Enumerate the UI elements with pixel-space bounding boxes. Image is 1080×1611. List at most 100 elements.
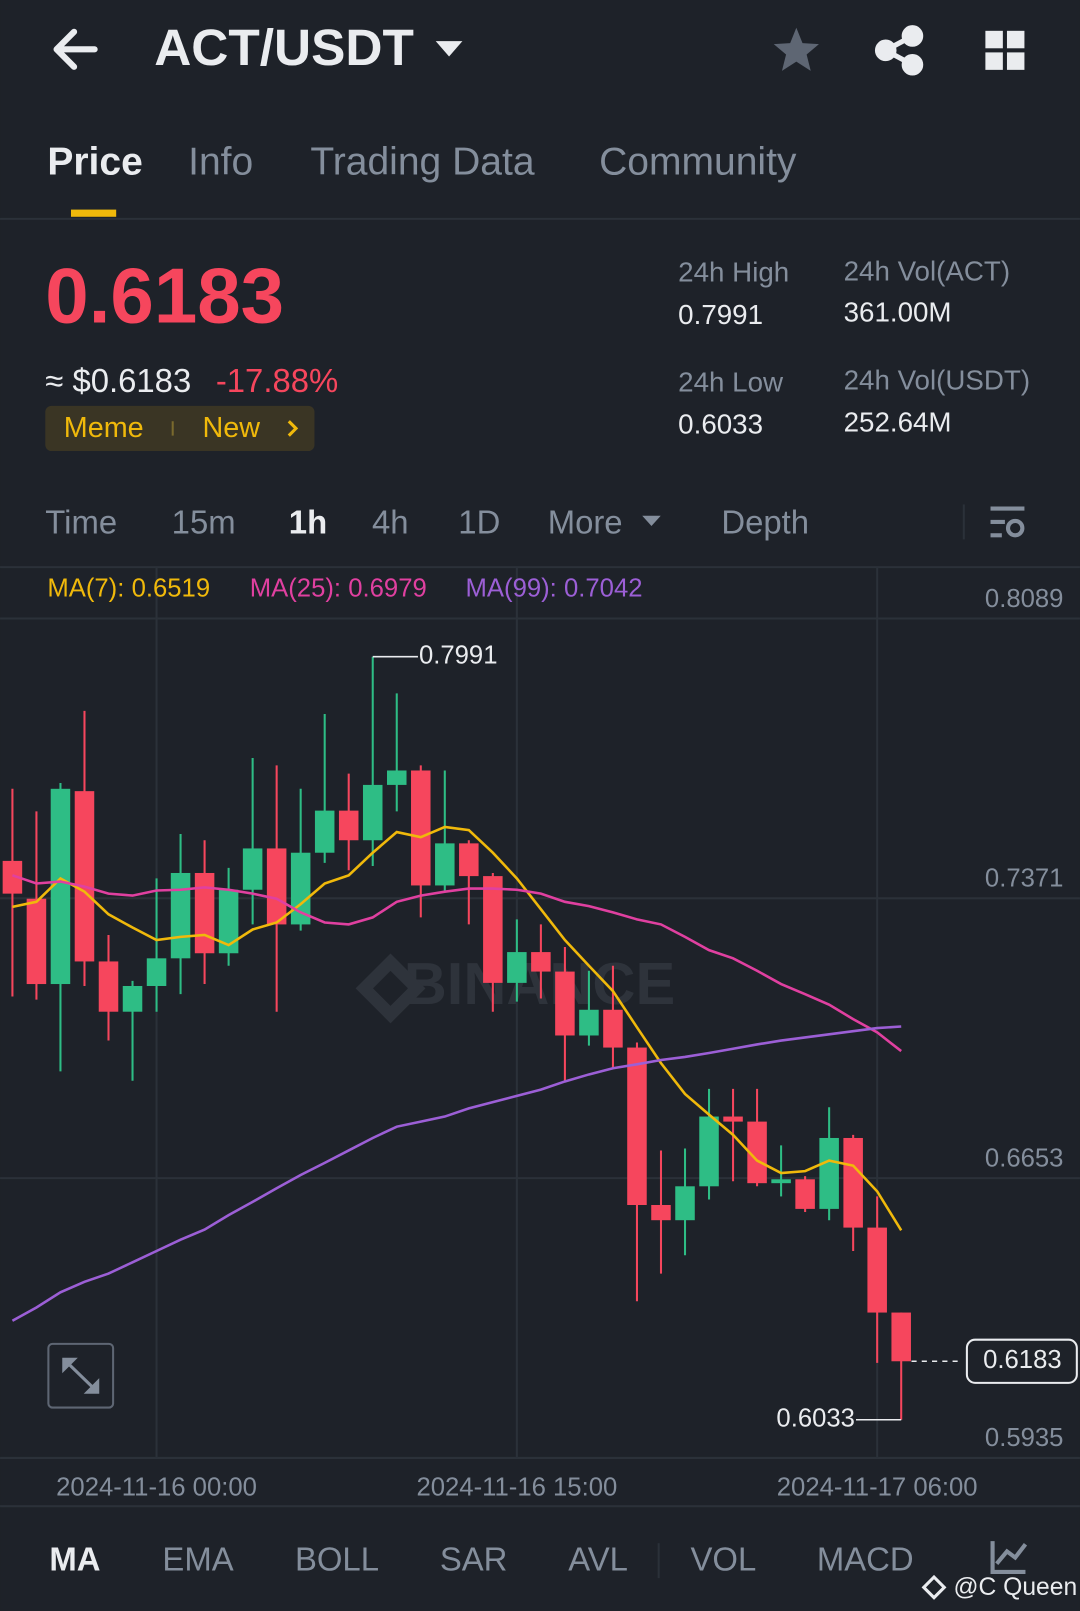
candle-body [483, 876, 503, 983]
candle-body [2, 860, 23, 894]
candle-body [266, 848, 287, 925]
credit-icon [921, 1574, 947, 1600]
candle-body [891, 1312, 911, 1362]
x-tick-label: 2024-11-16 15:00 [416, 1474, 617, 1502]
dropdown-icon[interactable] [642, 515, 661, 527]
candle-body [699, 1116, 719, 1187]
candle-body [819, 1137, 839, 1209]
candle-body [338, 810, 359, 841]
candle-body [603, 1009, 623, 1048]
tab[interactable]: Trading Data [310, 141, 534, 184]
y-tick-label: 0.5935 [985, 1424, 1064, 1452]
expand-button[interactable] [47, 1342, 115, 1409]
y-tick-label: 0.7371 [985, 865, 1064, 893]
candle-body [98, 961, 119, 1012]
y-tick-label: 0.8089 [985, 585, 1064, 613]
candle-body [74, 791, 95, 962]
x-tick-label: 2024-11-16 00:00 [56, 1474, 257, 1502]
candle-body [435, 843, 455, 886]
dropdown-icon[interactable] [435, 41, 463, 57]
low-label: 0.6033 [776, 1405, 855, 1433]
candle-body [362, 784, 383, 841]
last-price: 0.6183 [45, 252, 284, 340]
tab[interactable]: Community [599, 141, 797, 184]
interval[interactable]: Depth [721, 504, 809, 541]
candle-body [723, 1116, 743, 1122]
stat-label: 24h High [678, 257, 789, 288]
candle-body [555, 971, 575, 1036]
candle-body [386, 770, 407, 785]
candle-body [411, 770, 431, 886]
legend-entry: MA(25): 0.6979 [250, 575, 427, 603]
chart-settings-icon[interactable] [990, 1541, 1028, 1575]
candle-body [747, 1121, 767, 1184]
indicator[interactable]: EMA [162, 1540, 233, 1577]
legend-entry: MA(7): 0.6519 [47, 575, 210, 603]
y-tick-label: 0.6653 [985, 1144, 1064, 1172]
indicator[interactable]: MA [49, 1540, 100, 1577]
tab[interactable]: Price [47, 141, 142, 184]
stat-label: 24h Vol(ACT) [844, 256, 1010, 287]
interval[interactable]: 1D [458, 504, 500, 541]
tab[interactable]: Info [188, 141, 253, 184]
candle-body [242, 848, 263, 890]
stat-label: 24h Vol(USDT) [844, 365, 1031, 396]
candle-body [867, 1227, 887, 1313]
share-icon[interactable] [874, 25, 924, 76]
stat-value: 252.64M [844, 407, 952, 438]
candle-body [122, 985, 143, 1012]
indicator[interactable]: AVL [568, 1540, 628, 1577]
stat-value: 0.7991 [678, 299, 763, 330]
ma-line [12, 874, 902, 1053]
chart: BINANCE 0.80890.73710.66530.59352024-11-… [0, 567, 1080, 1502]
interval[interactable]: 4h [372, 504, 409, 541]
usd-price: ≈ $0.6183 [45, 362, 191, 399]
ma-line [12, 825, 903, 1232]
candle-body [507, 952, 527, 983]
credit: @C Queen [954, 1574, 1078, 1601]
chevron-icon [287, 420, 299, 437]
legend-name: MA(25): [250, 575, 341, 603]
settings-icon[interactable] [990, 506, 1025, 538]
candle-body [146, 958, 167, 986]
high-label: 0.7991 [419, 641, 498, 669]
tag[interactable]: Meme [64, 412, 144, 444]
indicator[interactable]: BOLL [295, 1540, 379, 1577]
candle-body [795, 1179, 815, 1209]
candle-body [843, 1137, 863, 1228]
interval[interactable]: Time [45, 504, 117, 541]
stat-value: 0.6033 [678, 409, 763, 440]
candle-body [26, 898, 47, 985]
back-button[interactable] [53, 28, 98, 70]
indicator[interactable]: SAR [440, 1540, 508, 1577]
stat-label: 24h Low [678, 367, 784, 398]
tag[interactable]: New [202, 412, 260, 444]
last-price-box [965, 1338, 1078, 1384]
candle-body [194, 872, 215, 954]
last-price-label: 0.6183 [983, 1346, 1062, 1374]
pair-title[interactable]: ACT/USDT [154, 18, 414, 76]
interval[interactable]: More [548, 504, 623, 541]
expand-icon[interactable] [62, 1357, 100, 1394]
candle-body [651, 1205, 671, 1221]
interval[interactable]: 15m [172, 504, 236, 541]
candle-body [675, 1186, 695, 1221]
legend-entry: MA(99): 0.7042 [466, 575, 643, 603]
legend-name: MA(99): [466, 575, 557, 603]
candle-body [579, 1009, 599, 1036]
tag-box[interactable] [45, 405, 315, 452]
legend-value: 0.6519 [132, 575, 211, 603]
candle-body [627, 1047, 647, 1206]
legend-value: 0.7042 [564, 575, 643, 603]
indicator[interactable]: VOL [691, 1540, 757, 1577]
interval[interactable]: 1h [289, 504, 327, 541]
menu-icon[interactable] [985, 30, 1025, 70]
indicator[interactable]: MACD [817, 1540, 914, 1577]
x-tick-label: 2024-11-17 06:00 [777, 1474, 978, 1502]
legend-value: 0.6979 [348, 575, 427, 603]
candle-body [771, 1179, 791, 1184]
favorite-icon[interactable] [773, 27, 819, 71]
tab-indicator [70, 209, 117, 217]
candle-body [459, 843, 479, 877]
